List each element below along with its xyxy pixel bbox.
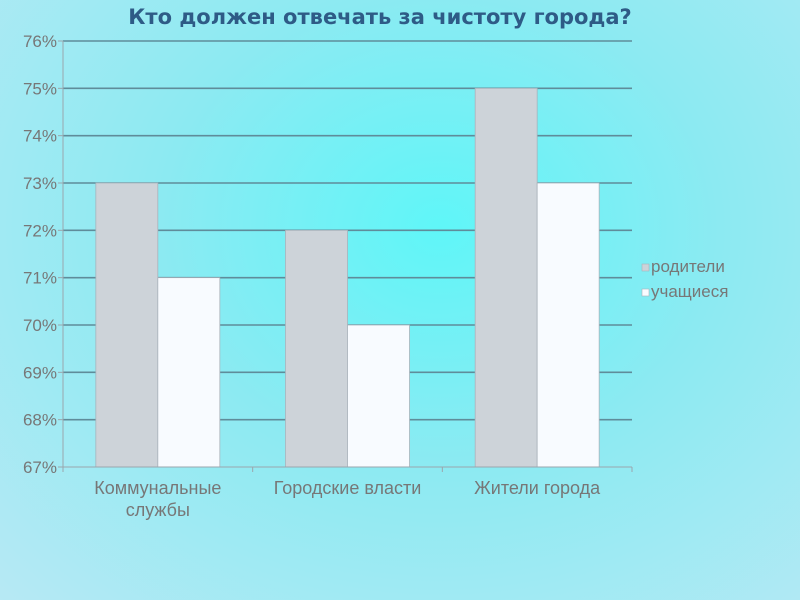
- x-category-label: Жители города: [474, 478, 601, 498]
- bar-родители: [285, 229, 348, 468]
- axes: [58, 40, 633, 472]
- y-tick-label: 72%: [23, 221, 57, 240]
- chart-title: Кто должен отвечать за чистоту города?: [128, 5, 632, 29]
- y-tick-label: 69%: [23, 363, 57, 382]
- bar-родители: [95, 182, 159, 468]
- y-tick-label: 74%: [23, 127, 57, 146]
- x-category-label: Коммунальные службы: [94, 478, 221, 520]
- legend-swatch: [641, 263, 650, 272]
- y-tick-label: 76%: [23, 32, 57, 51]
- labels: 67% 68% 69% 70% 71% 72% 73% 74% 75% 76% Коммунальн…: [23, 32, 601, 520]
- y-tick-label: 73%: [23, 174, 57, 193]
- legend-label: родители: [651, 257, 725, 276]
- y-tick-label: 75%: [23, 79, 57, 98]
- y-tick-label: 67%: [23, 458, 57, 477]
- y-tick-label: 70%: [23, 316, 57, 335]
- bar-учащиеся: [347, 324, 410, 468]
- bar-родители: [474, 87, 538, 468]
- bar-учащиеся: [536, 182, 600, 468]
- legend-swatch: [641, 288, 650, 297]
- legend-label: учащиеся: [651, 282, 728, 301]
- legend: родители учащиеся: [641, 257, 728, 301]
- y-tick-label: 68%: [23, 411, 57, 430]
- x-category-label: Городские власти: [274, 478, 422, 498]
- bar-учащиеся: [157, 277, 221, 468]
- y-tick-label: 71%: [23, 269, 57, 288]
- bars: [95, 87, 600, 468]
